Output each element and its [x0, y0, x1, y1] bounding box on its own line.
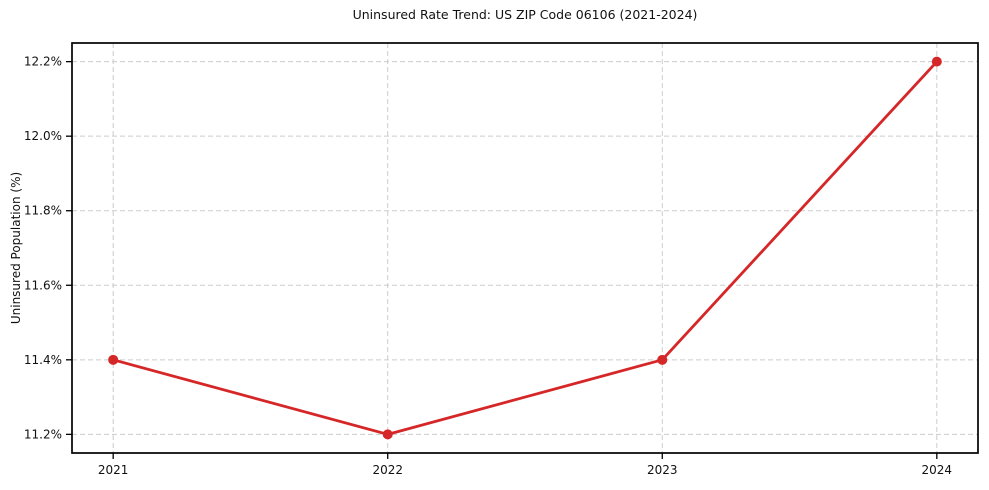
y-tick-label: 12.0% — [24, 129, 62, 143]
data-point-marker — [657, 354, 668, 365]
y-tick-label: 11.8% — [24, 204, 62, 218]
y-tick-label: 12.2% — [24, 55, 62, 69]
data-point-marker — [382, 429, 393, 440]
x-tick-label: 2021 — [98, 463, 129, 477]
x-tick-label: 2023 — [647, 463, 678, 477]
data-point-marker — [108, 354, 119, 365]
y-tick-label: 11.6% — [24, 278, 62, 292]
y-tick-label: 11.2% — [24, 427, 62, 441]
x-tick-label: 2022 — [372, 463, 403, 477]
trend-line — [111, 60, 939, 436]
y-tick-label: 11.4% — [24, 353, 62, 367]
x-tick-label: 2024 — [922, 463, 953, 477]
plot-frame — [71, 42, 979, 454]
chart-title: Uninsured Rate Trend: US ZIP Code 06106 … — [352, 7, 698, 22]
data-point-marker — [931, 56, 942, 67]
